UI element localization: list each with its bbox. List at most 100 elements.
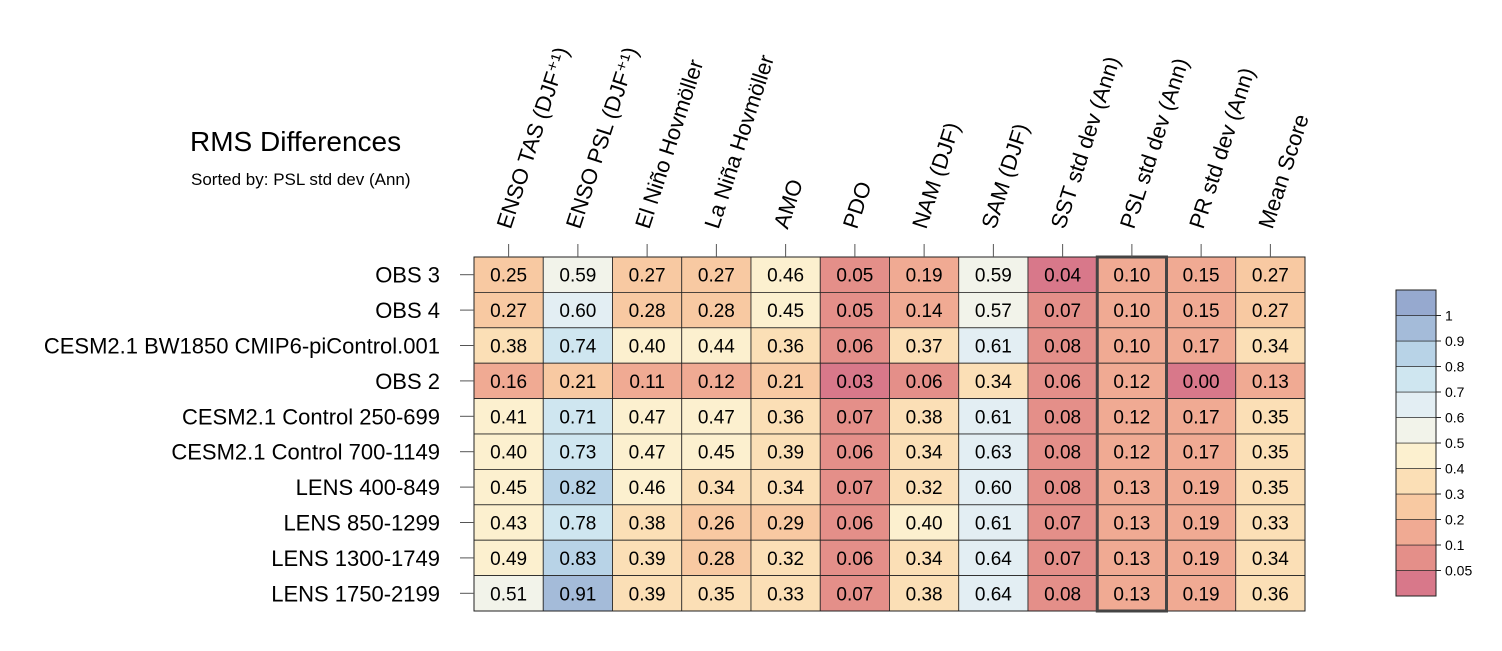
cell-value-label: 0.40 (629, 337, 666, 358)
heatmap-cell (889, 256, 960, 293)
heatmap-cell (612, 327, 683, 364)
heatmap-cell (1166, 256, 1237, 293)
heatmap-cell (612, 291, 683, 329)
column-label: El Niño Hovmöller (630, 56, 708, 231)
cell-value-label: 0.08 (1044, 407, 1081, 428)
heatmap-frame (473, 256, 1306, 612)
cell-value-label: 0.78 (559, 514, 596, 535)
colorbar-label: 0.2 (1445, 512, 1465, 528)
heatmap-cell (681, 327, 752, 364)
heatmap-cell (958, 291, 1029, 329)
colorbar-swatch (1395, 340, 1437, 367)
heatmap-cell (473, 256, 544, 293)
cell-value-label: 0.46 (767, 266, 804, 287)
heatmap-cell (819, 291, 890, 329)
cell-value-label: 0.43 (490, 514, 527, 535)
cell-value-label: 0.27 (1252, 301, 1289, 322)
heatmap-cell (750, 291, 821, 329)
colorbar-swatch (1395, 519, 1437, 546)
cell-value-label: 0.38 (629, 514, 666, 535)
cell-value-label: 0.34 (1252, 337, 1289, 358)
cell-value-label: 0.07 (1044, 301, 1081, 322)
heatmap-cell (819, 398, 890, 435)
cell-value-label: 0.60 (975, 478, 1012, 499)
heatmap-cell (612, 468, 683, 506)
heatmap-cell (1235, 291, 1306, 329)
colorbar-swatch (1395, 570, 1437, 597)
cell-value-label: 0.12 (698, 372, 735, 393)
heatmap-cell (681, 468, 752, 506)
heatmap-cell (1096, 504, 1167, 541)
cell-value-label: 0.16 (490, 372, 527, 393)
heatmap-cell (1235, 504, 1306, 541)
cell-value-label: 0.07 (1044, 514, 1081, 535)
column-label: Mean Score (1253, 111, 1313, 232)
heatmap-cell (958, 504, 1029, 541)
cell-value-label: 0.05 (836, 266, 873, 287)
heatmap-cell (473, 433, 544, 470)
cell-value-label: 0.35 (1252, 407, 1289, 428)
heatmap-cell (473, 504, 544, 541)
column-label: AMO (769, 176, 808, 231)
cell-value-label: 0.12 (1113, 372, 1150, 393)
colorbar-label: 0.4 (1445, 461, 1465, 477)
heatmap-cell (750, 327, 821, 364)
cell-value-label: 0.39 (629, 584, 666, 605)
cell-value-label: 0.28 (698, 549, 735, 570)
cell-value-label: 0.34 (698, 478, 735, 499)
cell-value-label: 0.21 (767, 372, 804, 393)
row-label: CESM2.1 BW1850 CMIP6-piControl.001 (44, 334, 440, 359)
cell-value-label: 0.59 (559, 266, 596, 287)
cell-value-label: 0.33 (1252, 514, 1289, 535)
heatmap-cell (1096, 327, 1167, 364)
cell-value-label: 0.07 (1044, 549, 1081, 570)
heatmap-cell (958, 539, 1029, 577)
column-label: ENSO TAS (DJF⁺¹) (492, 44, 574, 232)
heatmap-cell (889, 468, 960, 506)
heatmap-cell (819, 575, 890, 612)
cell-value-label: 0.13 (1113, 584, 1150, 605)
cell-value-label: 0.61 (975, 407, 1012, 428)
cell-value-label: 0.15 (1183, 301, 1220, 322)
cell-value-label: 0.17 (1183, 407, 1220, 428)
heatmap-cell (1096, 468, 1167, 506)
cell-value-label: 0.83 (559, 549, 596, 570)
colorbar-label: 0.05 (1445, 563, 1472, 579)
cell-value-label: 0.33 (767, 584, 804, 605)
cell-value-label: 0.19 (1183, 514, 1220, 535)
cell-value-label: 0.91 (559, 584, 596, 605)
cell-value-label: 0.34 (1252, 549, 1289, 570)
cell-value-label: 0.71 (559, 407, 596, 428)
chart-title: RMS Differences (190, 126, 402, 157)
cell-value-label: 0.47 (629, 407, 666, 428)
colorbar-swatch (1395, 417, 1437, 444)
row-label: OBS 2 (375, 369, 440, 394)
cell-value-label: 0.29 (767, 514, 804, 535)
cell-value-label: 0.27 (629, 266, 666, 287)
cell-value-label: 0.40 (906, 514, 943, 535)
cell-value-label: 0.34 (975, 372, 1012, 393)
cell-value-label: 0.27 (698, 266, 735, 287)
cell-value-label: 0.10 (1113, 266, 1150, 287)
heatmap-cell (750, 504, 821, 541)
heatmap-cell (473, 362, 544, 400)
cell-value-label: 0.08 (1044, 337, 1081, 358)
cell-value-label: 0.07 (836, 478, 873, 499)
heatmap-cell (1027, 504, 1098, 541)
row-label: CESM2.1 Control 250-699 (182, 404, 440, 429)
colorbar-label: 0.8 (1445, 359, 1465, 375)
heatmap-cell (1166, 539, 1237, 577)
colorbar-swatch (1395, 391, 1437, 418)
colorbar-swatch (1395, 315, 1437, 342)
cell-value-label: 0.10 (1113, 337, 1150, 358)
colorbar-swatch (1395, 289, 1437, 316)
heatmap-cell (681, 504, 752, 541)
row-label: LENS 1750-2199 (271, 581, 440, 606)
heatmap-cell (750, 539, 821, 577)
cell-value-label: 0.49 (490, 549, 527, 570)
cell-value-label: 0.05 (836, 301, 873, 322)
heatmap-cell (958, 468, 1029, 506)
cell-value-label: 0.28 (629, 301, 666, 322)
heatmap-cell (612, 398, 683, 435)
